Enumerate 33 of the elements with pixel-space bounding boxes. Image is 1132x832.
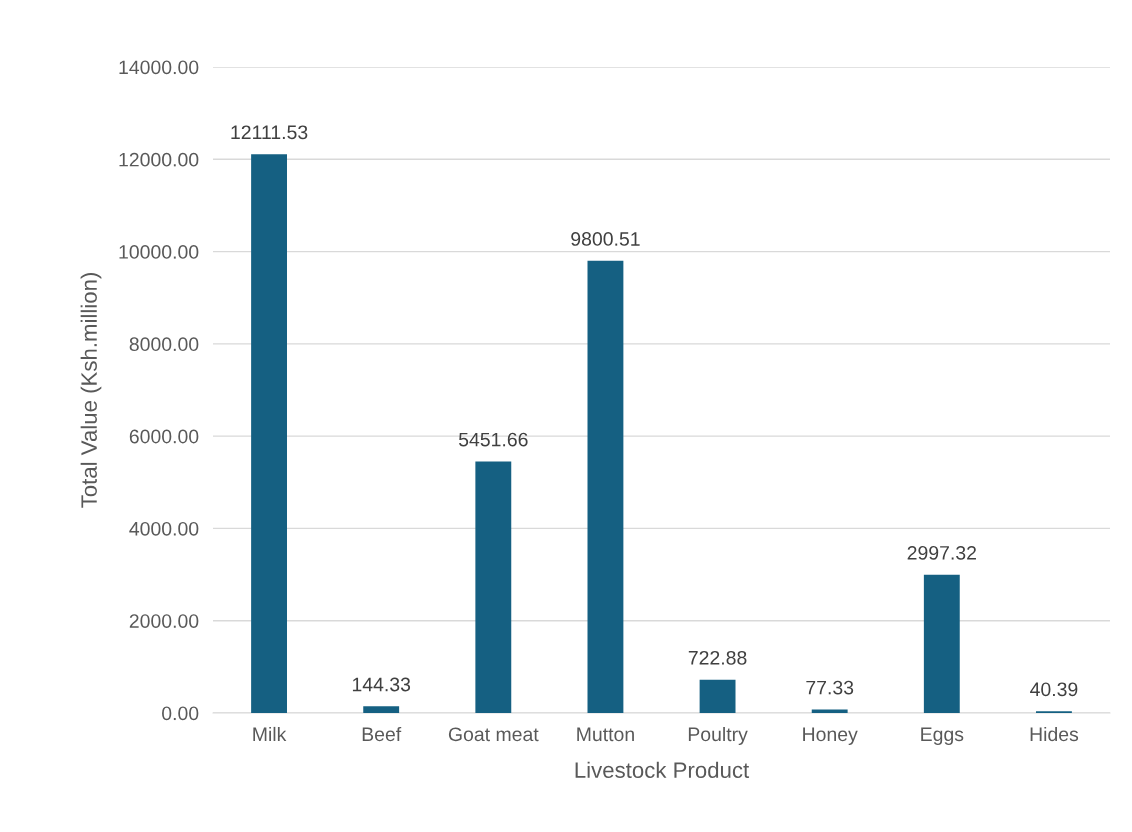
x-tick-label: Milk	[253, 726, 287, 741]
bar	[475, 461, 512, 713]
data-label: 77.33	[806, 680, 854, 695]
bar	[699, 679, 736, 713]
y-tick-label: 12000.00	[119, 152, 199, 167]
y-tick-label: 6000.00	[129, 429, 199, 444]
y-tick-label: 0.00	[162, 706, 199, 721]
y-axis-title: Total Value (Ksh.million)	[80, 273, 102, 508]
bar	[923, 574, 960, 713]
y-tick-label: 14000.00	[119, 60, 199, 75]
data-label: 722.88	[688, 650, 747, 665]
data-label: 40.39	[1030, 682, 1078, 697]
x-tick-label: Poultry	[688, 726, 748, 746]
y-tick-label: 4000.00	[129, 521, 199, 536]
y-tick-label: 8000.00	[129, 337, 199, 352]
bar	[251, 154, 287, 713]
x-tick-label: Goat meat	[448, 727, 539, 742]
x-tick-label: Hides	[1030, 726, 1079, 742]
x-tick-label: Mutton	[577, 727, 634, 742]
x-axis-title: Livestock Product	[575, 761, 750, 778]
x-tick-label: Honey	[803, 727, 858, 746]
bar	[587, 260, 624, 713]
data-label: 12111.53	[231, 125, 308, 140]
data-label: 2997.32	[907, 545, 976, 560]
data-label: 9800.51	[571, 232, 640, 246]
y-tick-label: 2000.00	[129, 614, 199, 628]
data-label: 144.33	[352, 677, 411, 692]
x-tick-label: Eggs	[921, 727, 964, 746]
data-label: 5451.66	[458, 432, 528, 447]
y-tick-label: 10000.00	[119, 245, 199, 259]
bar	[363, 706, 400, 713]
bar	[811, 709, 848, 713]
x-tick-label: Beef	[362, 726, 402, 742]
